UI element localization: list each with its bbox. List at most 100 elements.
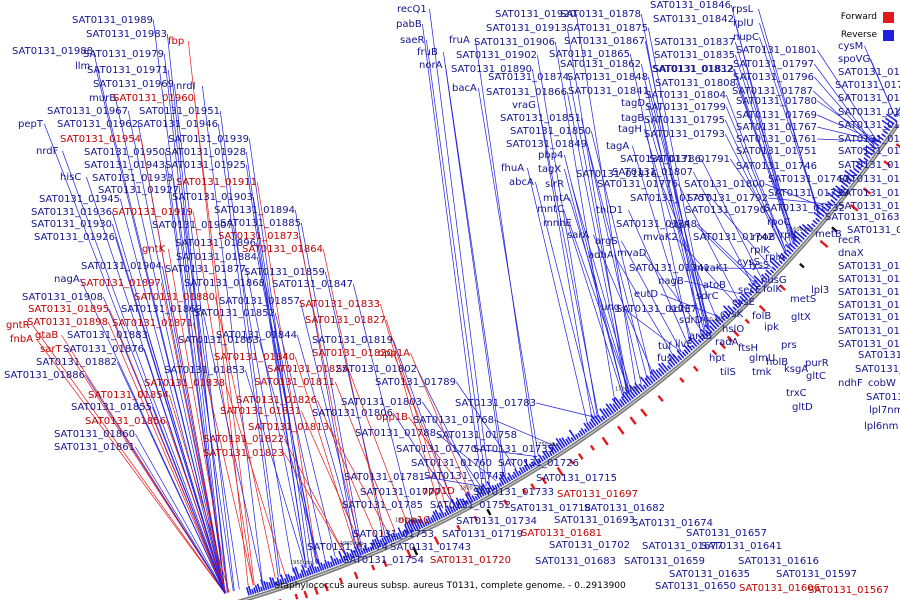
reverse-gene-mark [602, 408, 610, 418]
reverse-gene-mark [863, 152, 871, 159]
reverse-gene-mark [349, 553, 354, 560]
gene-leader-line [735, 82, 797, 242]
reverse-gene-mark [801, 223, 812, 233]
gene-label-sat0131_01767: SAT0131_01767 [736, 122, 817, 133]
gene-label-sat0131_01793: SAT0131_01793 [644, 129, 725, 140]
gene-label-sdrc: sdrC [696, 291, 719, 302]
reverse-gene-mark [732, 306, 737, 311]
legend: Forward Reverse [841, 8, 894, 44]
reverse-gene-mark [629, 384, 639, 396]
gene-label-sat0131_01907: SAT0131_01907 [152, 220, 233, 231]
gene-leader-line [256, 181, 318, 564]
gene-leader-line [245, 268, 307, 568]
gene-label-sat0131_01760: SAT0131_01760 [411, 458, 492, 469]
gene-label-sat0131_01943: SAT0131_01943 [84, 160, 165, 171]
forward-gene-mark [819, 239, 829, 249]
gene-label-sat0131_01788: SAT0131_01788 [355, 428, 436, 439]
gene-label-sat0131_01718: SAT0131_01718 [510, 503, 591, 514]
gene-label-ksga: ksgA [784, 364, 808, 375]
gene-leader-line [648, 90, 710, 328]
gene-label-sat0131_01875: SAT0131_01875 [567, 23, 648, 34]
gene-leader-line [734, 41, 796, 243]
reverse-gene-mark [586, 422, 593, 430]
gene-label-sat0131_01866: SAT0131_01866 [486, 87, 567, 98]
gene-label-sat0131_01726: SAT0131_01726 [498, 458, 579, 469]
gene-label-sat0131_01720: SAT0131_01720 [430, 555, 511, 566]
forward-gene-mark [744, 318, 750, 325]
gene-leader-line [643, 252, 704, 334]
gene-leader-line [732, 68, 794, 245]
reverse-gene-mark [747, 282, 757, 292]
gene-leader-line [248, 138, 310, 567]
forward-gene-mark [679, 377, 685, 383]
reverse-gene-mark [623, 391, 632, 401]
gene-label-sart: sarT [40, 344, 62, 355]
gene-leader-line [697, 223, 758, 283]
gene-leader-line [219, 110, 281, 577]
tick-label: 1700 kbp [615, 387, 639, 393]
gene-label-ilve: ilvE [675, 339, 693, 350]
gene-label-nusg: nusG [761, 275, 787, 286]
gene-label-naga: nagA [54, 274, 80, 285]
gene-label-sat0131_01857: SAT0131_01857 [219, 296, 300, 307]
reverse-gene-mark [792, 237, 801, 245]
gene-leader-line [296, 334, 358, 549]
reverse-gene-mark [474, 495, 479, 501]
reverse-gene-mark [621, 393, 630, 403]
gene-leader-line [135, 446, 226, 594]
gene-label-sat0131_01945: SAT0131_01945 [39, 194, 120, 205]
gene-label-sat0131_01908: SAT0131_01908 [22, 292, 103, 303]
gene-label-prs: prs [781, 340, 797, 351]
reverse-gene-mark [701, 334, 707, 340]
gene-label-sat0131_01635: SAT0131_01635 [669, 569, 750, 580]
reverse-gene-mark [373, 538, 380, 549]
reverse-gene-mark [299, 573, 303, 579]
reverse-gene-mark [720, 316, 726, 322]
gene-leader-line [202, 85, 263, 583]
gene-leader-line [300, 222, 362, 547]
forward-gene-mark [629, 416, 637, 425]
gene-label-sat0131_01610: SAT0131_01610 [838, 312, 900, 323]
reverse-gene-mark [455, 501, 461, 510]
reverse-gene-mark [853, 167, 860, 174]
reverse-gene-mark [402, 531, 406, 537]
gene-label-sat0131_01960: SAT0131_01960 [113, 93, 194, 104]
reverse-gene-mark [498, 482, 503, 487]
reverse-gene-mark [407, 520, 415, 533]
gene-label-sat0131_01702: SAT0131_01702 [549, 540, 630, 551]
reverse-gene-mark [555, 437, 564, 450]
gene-leader-line [660, 293, 721, 318]
gene-leader-line [36, 338, 226, 594]
reverse-gene-mark [486, 481, 494, 492]
gene-label-sat0131_01939: SAT0131_01939 [168, 134, 249, 145]
gene-label-sat0131_01621: SAT0131_01621 [838, 261, 900, 272]
reverse-gene-mark [260, 586, 264, 592]
gene-label-sat0131_01816: SAT0131_01816 [576, 169, 657, 180]
gene-leader-line [711, 197, 772, 268]
forward-gene-mark [541, 476, 548, 485]
gene-leader-line [725, 94, 787, 252]
reverse-gene-mark [538, 454, 544, 462]
gene-label-sat0131_01652: SAT0131_01652 [838, 174, 900, 185]
reverse-gene-mark [737, 298, 744, 305]
forward-gene-mark [657, 394, 664, 403]
reverse-gene-mark [822, 206, 830, 212]
reverse-gene-mark [362, 547, 367, 554]
gene-label-sat0131_01863: SAT0131_01863 [178, 335, 259, 346]
reverse-gene-mark [533, 461, 538, 466]
gene-leader-line [422, 23, 483, 489]
gene-leader-line [147, 334, 226, 594]
gene-label-sat0131_01897: SAT0131_01897 [80, 278, 161, 289]
gene-leader-line [586, 143, 648, 380]
forward-gene-mark [799, 262, 805, 269]
reverse-gene-mark [335, 557, 340, 565]
gene-leader-line [817, 114, 878, 142]
gene-label-sat0131_01662: SAT0131_01662 [838, 134, 900, 145]
reverse-gene-mark [253, 587, 257, 594]
gene-label-trxc: trxC [786, 388, 807, 399]
gene-label-sat0131_01989: SAT0131_01989 [72, 15, 153, 26]
reverse-gene-mark [342, 555, 347, 562]
reverse-gene-mark [568, 429, 577, 441]
forward-gene-mark [617, 425, 625, 435]
gene-label-adha: adhA [588, 250, 614, 261]
